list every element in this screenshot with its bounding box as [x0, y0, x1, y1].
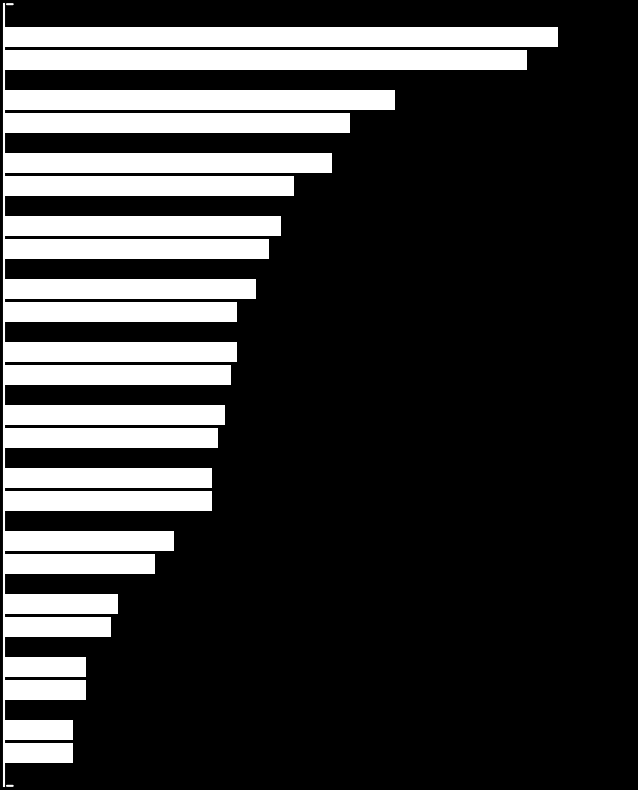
Bar — [4, 175, 294, 197]
Bar — [4, 27, 558, 47]
Bar — [4, 239, 269, 259]
Bar — [4, 656, 86, 677]
Bar — [4, 113, 350, 134]
Bar — [4, 404, 225, 425]
Bar — [4, 216, 281, 236]
Bar — [4, 279, 256, 299]
Bar — [4, 593, 117, 615]
Bar — [4, 720, 73, 740]
Bar — [4, 152, 332, 174]
Bar — [4, 491, 212, 511]
Bar — [4, 302, 237, 322]
Bar — [4, 554, 155, 574]
Bar — [4, 531, 174, 551]
Bar — [4, 365, 231, 386]
Bar — [4, 616, 111, 638]
Bar — [4, 89, 394, 111]
Bar — [4, 743, 73, 763]
Bar — [4, 427, 218, 449]
Bar — [4, 341, 237, 363]
Bar — [4, 50, 527, 70]
Bar — [4, 468, 212, 488]
Bar — [4, 679, 86, 701]
